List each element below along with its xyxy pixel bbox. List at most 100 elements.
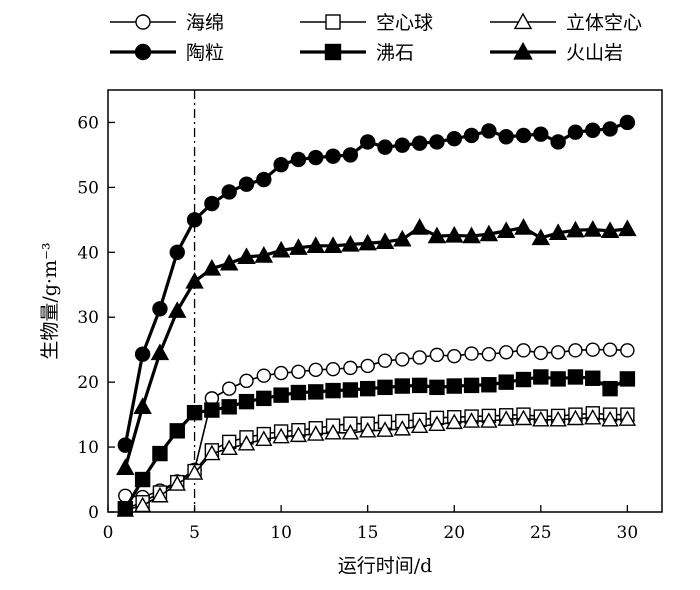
- legend-item: 空心球: [300, 12, 433, 34]
- legend-label: 空心球: [376, 12, 433, 34]
- data-point-triangle: [427, 226, 447, 244]
- data-point-circle: [186, 212, 203, 228]
- data-point-triangle: [219, 253, 239, 271]
- data-point-square: [550, 371, 566, 387]
- data-point-square: [325, 382, 341, 399]
- legend-item: 立体空心: [490, 12, 642, 34]
- data-point-circle: [533, 345, 549, 361]
- data-point-triangle: [462, 412, 481, 428]
- y-tick-label: 10: [77, 438, 99, 458]
- data-point-triangle: [445, 413, 463, 430]
- data-point-triangle: [584, 408, 602, 425]
- data-point-square: [359, 380, 376, 397]
- data-point-circle: [273, 156, 289, 173]
- data-point-triangle: [480, 412, 498, 428]
- data-point-triangle: [359, 421, 377, 438]
- data-point-square: [533, 369, 549, 385]
- legend-item: 沸石: [300, 42, 414, 64]
- data-point-circle: [395, 352, 410, 367]
- data-point-triangle: [168, 475, 186, 491]
- data-point-circle: [498, 345, 514, 360]
- data-point-triangle: [566, 409, 585, 426]
- y-tick-label: 60: [77, 113, 99, 133]
- data-point-circle: [239, 373, 254, 389]
- data-point-triangle: [151, 486, 169, 503]
- data-point-square: [411, 377, 428, 394]
- data-point-triangle: [376, 421, 394, 437]
- data-point-circle: [135, 14, 151, 30]
- data-point-circle: [429, 347, 445, 363]
- x-tick-label: 20: [443, 523, 465, 543]
- data-point-circle: [620, 343, 635, 358]
- data-point-triangle: [185, 272, 204, 289]
- data-point-circle: [412, 350, 427, 365]
- y-tick-label: 0: [88, 503, 99, 523]
- series-2: [116, 408, 637, 517]
- data-point-triangle: [203, 444, 221, 461]
- data-point-triangle: [410, 417, 429, 433]
- data-point-circle: [221, 381, 237, 396]
- data-point-square: [585, 370, 601, 386]
- data-point-triangle: [220, 439, 238, 456]
- axes-layer: 0 5 10 15 20 25 30 0 10 20 30 40 50 60: [77, 113, 638, 543]
- x-axis-title: 运行时间/d: [338, 555, 433, 577]
- legend-label: 沸石: [376, 42, 414, 64]
- data-point-circle: [290, 151, 307, 168]
- data-point-circle: [394, 137, 411, 153]
- data-point-triangle: [514, 218, 533, 235]
- data-point-circle: [533, 126, 549, 142]
- data-point-square: [117, 501, 134, 517]
- data-point-circle: [377, 139, 393, 155]
- data-point-circle: [377, 353, 393, 368]
- legend-label: 立体空心: [566, 12, 642, 34]
- y-tick-label: 20: [77, 373, 99, 393]
- data-point-circle: [447, 348, 462, 364]
- data-point-square: [204, 402, 220, 418]
- data-point-triangle: [618, 219, 637, 237]
- data-point-square: [481, 377, 497, 393]
- data-point-triangle: [479, 224, 499, 242]
- data-point-circle: [238, 176, 255, 192]
- data-point-circle: [325, 361, 341, 377]
- legend-label: 海绵: [186, 12, 224, 34]
- data-point-triangle: [496, 221, 516, 239]
- data-point-triangle: [601, 410, 619, 427]
- y-tick-label: 40: [77, 243, 99, 263]
- data-point-circle: [325, 148, 341, 164]
- data-point-triangle: [618, 410, 637, 426]
- data-point-circle: [411, 135, 428, 151]
- data-point-square: [308, 384, 324, 400]
- legend-item: 陶粒: [110, 42, 224, 64]
- data-point-circle: [256, 368, 272, 383]
- data-point-circle: [308, 362, 323, 378]
- data-point-triangle: [445, 225, 464, 243]
- data-point-square: [169, 423, 185, 439]
- data-point-circle: [464, 346, 479, 361]
- data-point-circle: [567, 124, 584, 140]
- data-point-triangle: [358, 233, 377, 251]
- data-point-circle: [585, 342, 600, 357]
- data-point-triangle: [185, 464, 204, 480]
- data-point-circle: [446, 130, 462, 147]
- data-point-square: [429, 379, 445, 396]
- data-point-triangle: [323, 236, 343, 253]
- data-point-triangle: [324, 423, 342, 440]
- data-point-triangle: [375, 232, 395, 250]
- plot-marks: [116, 90, 637, 517]
- data-point-circle: [308, 149, 324, 166]
- data-point-triangle: [289, 238, 308, 255]
- data-point-triangle: [583, 220, 602, 237]
- data-point-triangle: [150, 343, 170, 361]
- data-point-square: [134, 471, 151, 488]
- data-point-circle: [463, 127, 480, 144]
- data-point-circle: [360, 358, 375, 374]
- data-point-circle: [134, 43, 152, 61]
- series-3: [117, 114, 636, 453]
- legend-item: 火山岩: [490, 41, 623, 64]
- data-point-square: [256, 390, 272, 407]
- data-point-square: [515, 371, 532, 388]
- series-5: [116, 218, 637, 475]
- data-point-triangle: [271, 240, 291, 258]
